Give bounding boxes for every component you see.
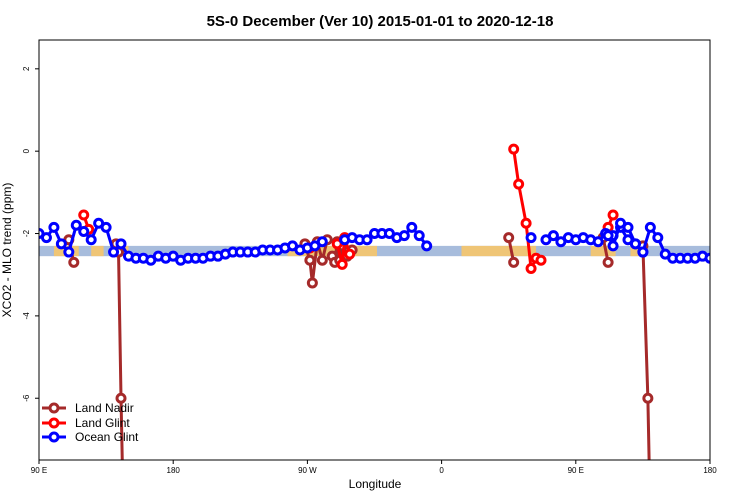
ocean-glint-point-0-3 [55,238,67,250]
ocean-glint-point-3-1 [547,230,559,242]
x-tick-label-5: 180 [703,466,717,475]
land-glint-point-3-1 [513,178,525,190]
land-strip-7 [630,245,643,257]
x-tick-label-2: 90 W [298,466,317,475]
y-axis-label: XCO2 - MLO trend (ppm) [0,183,14,318]
y-tick-label-2: -2 [22,229,31,237]
ocean-glint-point-4-5 [637,246,649,258]
y-axis-ticks: 2 0 -2 -4 -6 [22,66,39,402]
ocean-glint-point-0-9 [100,221,112,233]
ocean-glint-point-2-0 [525,232,537,244]
x-axis-label: Longitude [349,477,402,491]
ocean-glint-point-1-11 [421,240,433,252]
legend-marker-ocean-glint [48,431,60,443]
land-glint-point-4-1 [607,209,619,221]
ocean-glint-point-0-5 [70,219,82,231]
x-axis-ticks: 90 E 180 90 W 0 90 E 180 [31,460,717,475]
ocean-glint-point-0-38 [316,236,328,248]
ocean-glint-point-0-7 [85,234,97,246]
y-tick-label-3: -4 [22,312,31,320]
land-strip-1 [91,245,104,257]
ocean-glint-point-0-11 [115,238,127,250]
land-nadir-point-2-4 [316,254,328,266]
legend-label-land-nadir: Land Nadir [75,401,134,415]
land-glint-point-3-5 [535,254,547,266]
land-nadir-point-2-1 [304,254,316,266]
x-tick-label-0: 90 E [31,466,47,475]
legend-marker-land-glint [48,417,60,429]
ocean-glint-point-0-1 [40,232,52,244]
land-nadir-point-1-2 [115,392,127,404]
land-nadir-point-2-2 [306,277,318,289]
ocean-glint-point-4-0 [602,230,614,242]
land-glint-point-3-3 [525,263,537,275]
ocean-glint-point-4-4 [629,238,641,250]
land-glint-point-0-0 [78,209,90,221]
ocean-glint-point-3-14 [644,221,656,233]
legend-label-land-glint: Land Glint [75,416,130,430]
plot-frame [38,39,711,461]
ocean-glint-point-3-22 [704,252,710,264]
ocean-glint-point-1-10 [413,230,425,242]
chart-title: 5S-0 December (Ver 10) 2015-01-01 to 202… [207,13,554,30]
land-nadir-point-0-1 [68,256,80,268]
ocean-glint-point-0-2 [48,221,60,233]
land-nadir-point-4-0 [503,232,515,244]
series-ocean-glint [39,217,710,266]
land-nadir-point-4-1 [508,256,520,268]
series-layer [39,143,710,460]
ocean-glint-point-1-3 [361,234,373,246]
land-glint-point-2-3 [344,248,356,260]
land-strip-6 [590,245,616,257]
ocean-glint-point-1-8 [398,230,410,242]
legend-marker-land-nadir [48,402,60,414]
x-tick-label-4: 90 E [568,466,584,475]
land-glint-point-3-2 [520,217,532,229]
x-tick-label-3: 0 [439,466,444,475]
ocean-glint-point-3-15 [652,232,664,244]
land-nadir-point-5-1 [602,256,614,268]
ocean-glint-point-4-3 [622,221,634,233]
land-strip-5 [461,245,537,257]
land-glint-line-2 [335,236,352,266]
land-nadir-point-6-1 [642,392,654,404]
y-tick-label-1: 0 [22,148,31,153]
land-glint-point-3-0 [508,143,520,155]
land-glint-point-2-1 [336,258,348,270]
ocean-glint-point-4-1 [607,240,619,252]
ocean-glint-point-0-10 [108,246,120,258]
ocean-glint-point-0-4 [63,246,75,258]
x-tick-label-1: 180 [167,466,181,475]
ocean-glint-point-3-7 [592,236,604,248]
legend-label-ocean-glint: Ocean Glint [75,430,139,444]
ocean-glint-point-0-6 [78,225,90,237]
ocean-glint-point-1-9 [406,221,418,233]
legend: Land Nadir Land Glint Ocean Glint [42,401,139,444]
land-strip-4 [344,245,377,257]
y-tick-label-0: 2 [22,66,31,71]
y-tick-label-4: -6 [22,394,31,402]
